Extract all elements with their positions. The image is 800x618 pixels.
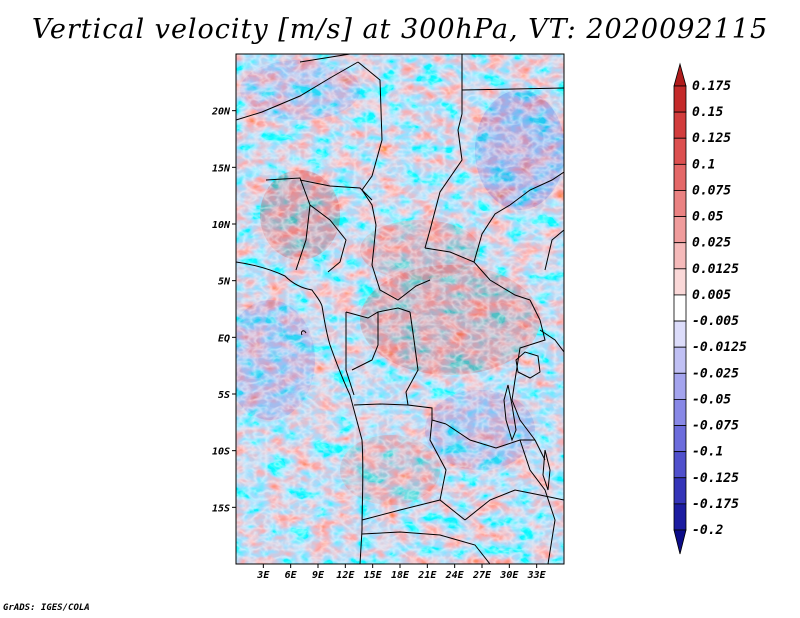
colorbar-label: -0.1 [692,445,723,460]
x-tick-label: 3E [256,570,270,581]
colorbar-swatch [673,503,687,531]
colorbar-label: -0.2 [692,523,723,538]
colorbar-swatch [673,372,687,400]
colorbar-swatch [673,399,687,426]
colorbar-label: 0.05 [692,210,723,225]
y-tick-label: 5N [218,277,231,288]
colorbar-swatch [673,242,687,270]
x-tick-label: 9E [312,570,325,581]
colorbar-label: -0.005 [692,314,739,329]
colorbar-swatch [673,111,687,139]
colorbar-label: 0.075 [692,183,731,198]
y-tick-label: 20N [211,107,231,118]
colorbar-label: 0.175 [692,79,731,94]
colorbar-swatch [673,190,687,217]
colorbar-label: -0.025 [692,366,739,381]
colorbar-swatch [673,163,687,191]
colorbar-swatch [673,425,687,453]
colorbar-label: -0.075 [692,419,739,434]
y-tick-label: 15N [212,163,231,174]
grads-credit: GrADS: IGES/COLA [3,603,90,613]
colorbar-label: -0.05 [692,392,731,407]
x-tick-label: 33E [527,570,547,581]
colorbar-swatch [673,85,687,113]
x-tick-label: 18E [391,570,410,581]
x-tick-label: 27E [472,570,492,581]
colorbar-swatch [673,294,687,322]
colorbar-label: 0.005 [692,288,731,303]
x-tick-label: 24E [445,570,465,581]
colorbar-swatch [673,320,687,348]
colorbar-swatch [673,451,687,479]
x-tick-label: 21E [417,570,437,581]
y-tick-label: 10S [212,447,230,458]
colorbar-label: 0.15 [692,105,723,120]
x-axis: 3E 6E 9E 12E 15E 18E 21E 24E 27E 30E 33E [256,564,547,581]
colorbar-label: 0.025 [692,236,731,251]
x-tick-label: 6E [285,570,298,581]
x-tick-label: 30E [499,570,519,581]
colorbar-swatch [673,137,687,165]
y-tick-label: 5S [218,390,230,401]
y-tick-label: EQ [218,333,230,344]
y-tick-label: 15S [212,503,230,514]
colorbar-label: -0.175 [692,497,739,512]
y-axis: 20N 15N 10N 5N EQ 5S 10S 15S [211,107,236,514]
colorbar-label: 0.0125 [692,262,739,277]
colorbar-label: -0.0125 [692,340,747,355]
colorbar-min-arrow [673,529,687,555]
y-tick-label: 10N [212,220,231,231]
colorbar-swatch [673,268,687,296]
x-tick-label: 12E [336,570,355,581]
colorbar-label: 0.1 [692,157,715,172]
colorbar-swatch [673,216,687,244]
x-tick-label: 15E [364,570,383,581]
colorbar: 0.175 0.15 0.125 0.1 0.075 0.05 0.025 0.0125 0.0… [673,62,747,555]
colorbar-max-arrow [673,62,687,87]
colorbar-swatch [673,477,687,505]
colorbar-swatch [673,346,687,374]
colorbar-label: -0.125 [692,471,739,486]
map-title: Vertical velocity [m/s] at 300hPa, VT: 2… [31,14,769,45]
colorbar-label: 0.125 [692,131,731,146]
country-borders [236,54,564,564]
